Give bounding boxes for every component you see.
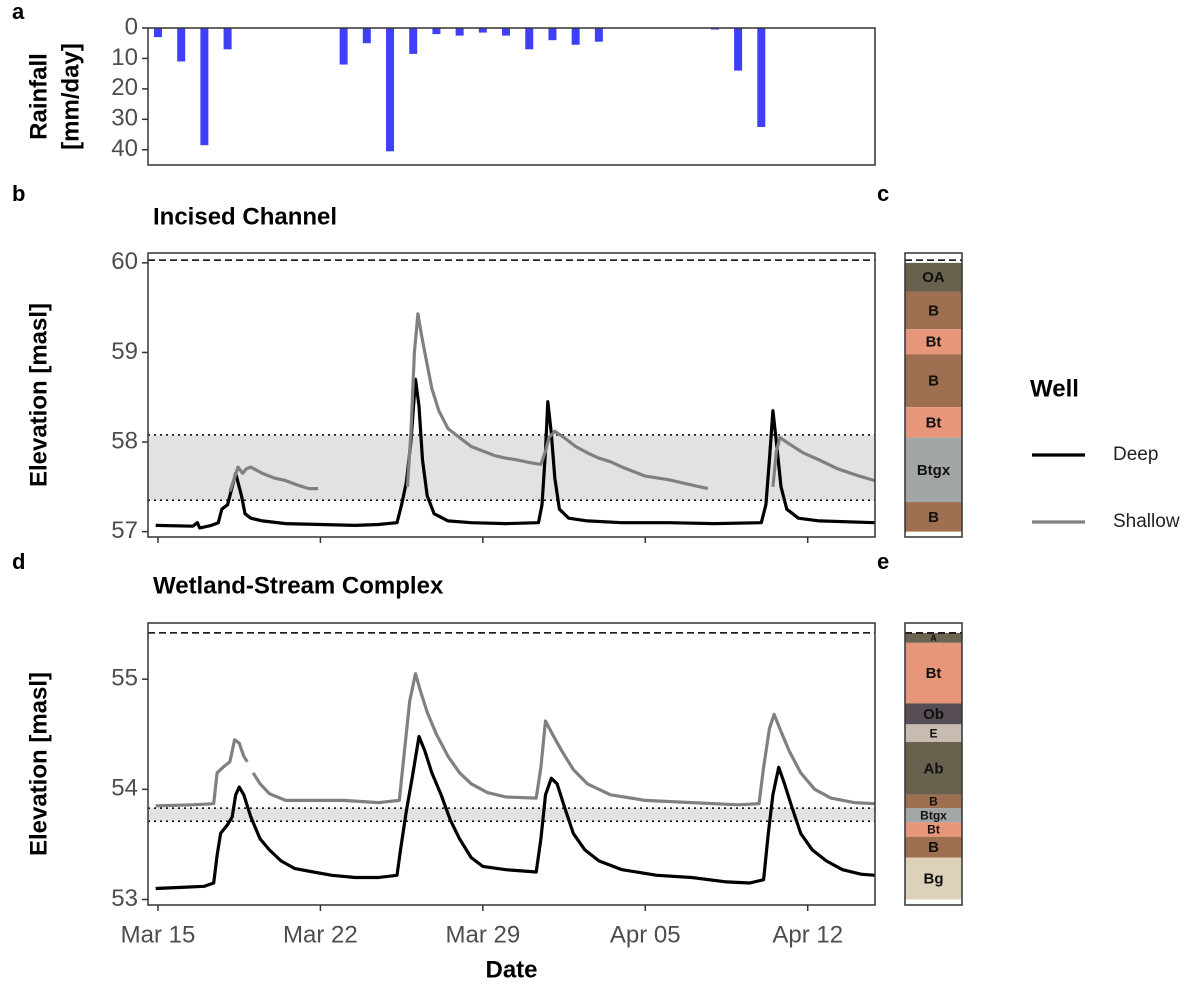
soil-layer-label: Btgx [920, 808, 947, 822]
rain-bar [455, 28, 464, 36]
threshold-band [148, 434, 875, 501]
soil-layer [905, 808, 962, 823]
x-tick-label: Mar 22 [283, 921, 358, 948]
y-axis-title: Elevation [masl] [25, 672, 52, 856]
soil-layer [905, 642, 962, 704]
y-tick-label: 0 [125, 13, 138, 40]
soil-layer [905, 437, 962, 503]
profile-frame [904, 622, 963, 906]
y-tick-label: 30 [111, 105, 138, 132]
legend-title: Well [1030, 375, 1079, 402]
y-tick-label: 57 [111, 517, 138, 544]
soil-layer [905, 724, 962, 742]
threshold-band [148, 808, 875, 822]
panel-label: d [12, 549, 25, 574]
x-tick-label: Apr 05 [610, 921, 681, 948]
x-axis-title: Date [485, 956, 537, 983]
panel-label: a [12, 0, 25, 24]
soil-layer [905, 857, 962, 900]
y-tick-label: 10 [111, 44, 138, 71]
rain-bar [223, 28, 232, 50]
rain-bar [339, 28, 348, 65]
soil-layer-label: Ob [923, 706, 944, 723]
soil-layer [905, 329, 962, 355]
soil-layer [905, 502, 962, 532]
y-tick-label: 20 [111, 74, 138, 101]
soil-layer [905, 632, 962, 643]
panel-label: e [877, 549, 889, 574]
rain-bar [548, 28, 557, 41]
rain-bar [502, 28, 511, 36]
soil-layer-label: Bt [926, 334, 942, 351]
rain-bar [710, 28, 719, 30]
rain-bar [386, 28, 395, 152]
panel-title: Wetland-Stream Complex [153, 572, 444, 599]
well-line [228, 312, 876, 492]
soil-layer [905, 262, 962, 292]
soil-layer [905, 407, 962, 438]
y-tick-label: 53 [111, 885, 138, 912]
legend-label: Deep [1113, 444, 1158, 465]
plot-frame [147, 252, 876, 538]
y-axis-title: Rainfall [25, 53, 52, 140]
y-tick-label: 58 [111, 427, 138, 454]
rain-bar [478, 28, 487, 33]
y-tick-label: 54 [111, 775, 138, 802]
soil-layer-label: OA [922, 269, 945, 286]
soil-layer-label: B [928, 839, 939, 856]
rain-bar [757, 28, 766, 127]
soil-layer-label: A [930, 633, 937, 643]
y-tick-label: 40 [111, 135, 138, 162]
rain-bar [153, 28, 162, 38]
rain-bar [525, 28, 534, 50]
soil-layer-label: Ab [924, 760, 944, 777]
soil-layer-label: B [928, 509, 939, 526]
rain-bar [362, 28, 371, 44]
y-tick-label: 55 [111, 665, 138, 692]
panel-label: c [877, 181, 889, 206]
rain-bar [734, 28, 743, 71]
panel-title: Incised Channel [153, 203, 337, 230]
y-axis-title: [mm/day] [57, 43, 84, 150]
panel-label: b [12, 181, 25, 206]
soil-layer [905, 741, 962, 795]
soil-layer [905, 291, 962, 330]
soil-layer-label: Bg [924, 871, 944, 888]
soil-layer [905, 794, 962, 809]
soil-layer-label: Bt [926, 414, 942, 431]
soil-layer-label: Bt [926, 665, 942, 682]
rain-bar [571, 28, 580, 45]
profile-frame [904, 252, 963, 538]
soil-layer [905, 354, 962, 408]
soil-layer-label: B [929, 795, 938, 809]
x-tick-label: Apr 12 [772, 921, 843, 948]
soil-layer [905, 836, 962, 858]
y-tick-label: 59 [111, 338, 138, 365]
soil-layer-label: Btgx [917, 462, 951, 479]
y-axis-title: Elevation [masl] [25, 303, 52, 487]
well-line [155, 672, 876, 808]
plot-frame [147, 27, 876, 166]
rain-bar [432, 28, 441, 35]
soil-layer [905, 703, 962, 725]
well-line [155, 734, 876, 891]
soil-layer-label: B [928, 302, 939, 319]
rain-bar [177, 28, 186, 62]
rain-bar [594, 28, 603, 42]
soil-layer-label: E [929, 726, 937, 740]
x-tick-label: Mar 15 [121, 921, 196, 948]
rain-bar [200, 28, 209, 146]
y-tick-label: 60 [111, 248, 138, 275]
soil-layer-label: Bt [927, 823, 940, 837]
x-tick-label: Mar 29 [445, 921, 520, 948]
rain-bar [409, 28, 418, 54]
legend-label: Shallow [1113, 511, 1180, 532]
soil-layer [905, 822, 962, 837]
plot-frame [147, 622, 876, 906]
soil-layer-label: B [928, 373, 939, 390]
